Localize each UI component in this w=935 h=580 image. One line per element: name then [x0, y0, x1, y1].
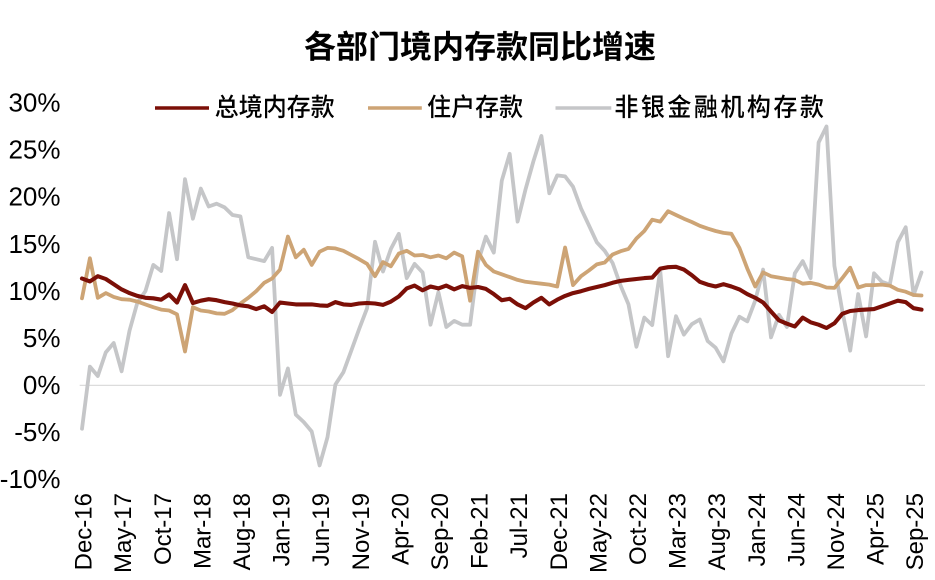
svg-text:Jun-24: Jun-24	[783, 493, 810, 566]
svg-text:Mar-23: Mar-23	[665, 493, 692, 569]
svg-text:Oct-17: Oct-17	[150, 493, 177, 565]
svg-text:Nov-19: Nov-19	[348, 493, 375, 570]
svg-text:Jan-24: Jan-24	[744, 493, 771, 566]
svg-text:Dec-21: Dec-21	[546, 493, 573, 570]
svg-text:Dec-16: Dec-16	[71, 493, 98, 570]
svg-text:5%: 5%	[23, 323, 61, 353]
svg-text:15%: 15%	[8, 229, 60, 259]
svg-text:25%: 25%	[8, 135, 60, 165]
svg-text:20%: 20%	[8, 182, 60, 212]
svg-text:Nov-24: Nov-24	[823, 493, 850, 570]
svg-text:Mar-18: Mar-18	[189, 493, 216, 569]
svg-text:Aug-23: Aug-23	[704, 493, 731, 570]
svg-text:May-17: May-17	[110, 493, 137, 573]
svg-text:Oct-22: Oct-22	[625, 493, 652, 565]
svg-text:Jan-19: Jan-19	[269, 493, 296, 566]
svg-text:0%: 0%	[23, 370, 61, 400]
svg-text:Feb-21: Feb-21	[467, 493, 494, 569]
svg-text:Apr-20: Apr-20	[387, 493, 414, 565]
svg-text:Apr-25: Apr-25	[863, 493, 890, 565]
svg-text:Jul-21: Jul-21	[506, 493, 533, 558]
svg-text:Jun-19: Jun-19	[308, 493, 335, 566]
svg-text:Sep-20: Sep-20	[427, 493, 454, 570]
svg-text:-5%: -5%	[14, 417, 60, 447]
svg-text:Sep-25: Sep-25	[902, 493, 929, 570]
svg-text:Aug-18: Aug-18	[229, 493, 256, 570]
svg-text:30%: 30%	[8, 88, 60, 118]
svg-text:-10%: -10%	[0, 464, 61, 494]
svg-text:May-22: May-22	[585, 493, 612, 573]
svg-text:10%: 10%	[8, 276, 60, 306]
